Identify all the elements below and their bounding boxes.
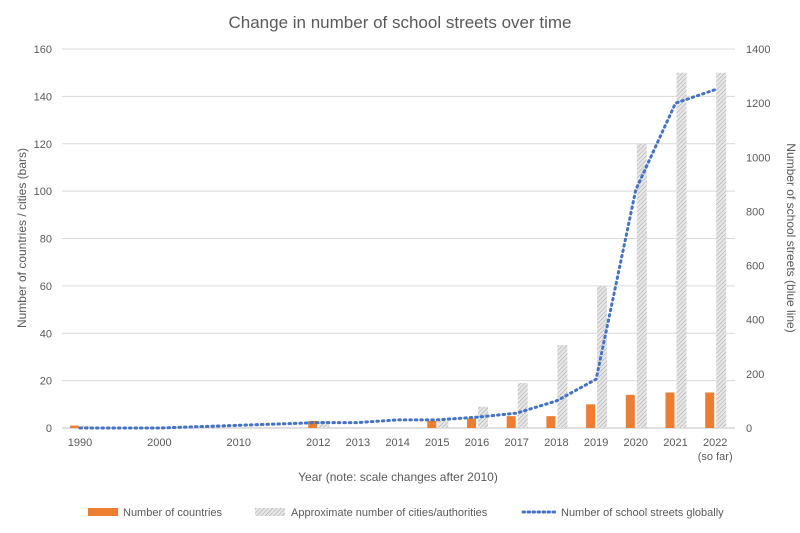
x-tick-label: 2016 xyxy=(465,437,489,449)
y-tick-label: 0 xyxy=(46,423,52,435)
x-tick-label: 2012 xyxy=(306,437,330,449)
bar-countries xyxy=(467,418,476,428)
bar-countries xyxy=(308,420,318,428)
x-tick-sublabel: (so far) xyxy=(698,451,733,463)
y-tick-label: 80 xyxy=(40,234,52,246)
x-tick-label: 2000 xyxy=(147,437,171,449)
legend-label-cities: Approximate number of cities/authorities xyxy=(291,507,488,519)
legend-swatch-countries xyxy=(88,508,118,516)
x-tick-label: 2021 xyxy=(663,437,687,449)
x-axis-label: Year (note: scale changes after 2010) xyxy=(298,470,498,484)
x-tick-label: 2013 xyxy=(346,437,370,449)
x-tick-label: 2014 xyxy=(385,437,409,449)
legend-label-countries: Number of countries xyxy=(123,507,223,519)
x-tick-label: 2017 xyxy=(504,437,528,449)
y-tick-label: 20 xyxy=(40,376,52,388)
y-tick-label: 160 xyxy=(34,44,52,56)
bar-cities xyxy=(319,420,330,428)
bar-countries xyxy=(70,425,79,428)
y-tick-label: 100 xyxy=(34,186,52,198)
x-tick-label: 2022 xyxy=(703,437,727,449)
y2-tick-label: 1000 xyxy=(746,152,770,164)
y2-axis-label: Number of school streets (blue line) xyxy=(784,143,798,332)
bar-cities xyxy=(716,72,727,428)
legend-swatch-cities xyxy=(255,508,285,516)
bar-cities xyxy=(517,382,528,428)
x-tick-label: 2020 xyxy=(624,437,648,449)
y2-tick-label: 400 xyxy=(746,315,764,327)
bar-countries xyxy=(705,392,715,428)
chart-title: Change in number of school streets over … xyxy=(228,13,571,32)
bar-countries xyxy=(546,416,556,428)
y-tick-label: 120 xyxy=(34,139,52,151)
bar-countries xyxy=(625,394,635,428)
legend-label-streets: Number of school streets globally xyxy=(561,507,724,519)
y-tick-label: 140 xyxy=(34,91,52,103)
x-tick-label: 2019 xyxy=(584,437,608,449)
bar-cities xyxy=(438,420,449,428)
bar-countries xyxy=(586,404,596,428)
y2-tick-label: 800 xyxy=(746,206,764,218)
y-axis-label: Number of countries / cities (bars) xyxy=(15,148,29,328)
y-tick-label: 40 xyxy=(40,328,52,340)
bar-cities xyxy=(557,345,568,428)
bar-countries xyxy=(427,420,437,428)
bar-countries xyxy=(665,392,675,428)
x-tick-label: 1990 xyxy=(68,437,92,449)
y-tick-label: 60 xyxy=(40,281,52,293)
x-tick-label: 2018 xyxy=(544,437,568,449)
y2-tick-label: 1400 xyxy=(746,44,770,56)
bar-cities xyxy=(636,143,647,428)
line-school-streets xyxy=(78,88,717,430)
x-tick-label: 2015 xyxy=(425,437,449,449)
y2-tick-label: 0 xyxy=(746,423,752,435)
y2-tick-label: 1200 xyxy=(746,98,770,110)
y2-tick-label: 200 xyxy=(746,369,764,381)
bar-countries xyxy=(506,416,516,428)
x-tick-label: 2010 xyxy=(227,437,251,449)
y2-tick-label: 600 xyxy=(746,261,764,273)
bar-cities xyxy=(597,285,608,428)
legend: Number of countries Approximate number o… xyxy=(88,507,724,519)
bar-cities xyxy=(676,72,687,428)
